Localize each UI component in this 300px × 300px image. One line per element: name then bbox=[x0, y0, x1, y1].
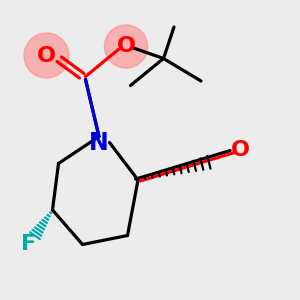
Text: O: O bbox=[37, 46, 56, 65]
Circle shape bbox=[104, 25, 148, 68]
Text: N: N bbox=[89, 130, 109, 154]
Circle shape bbox=[24, 33, 69, 78]
Text: F: F bbox=[21, 235, 36, 254]
Text: O: O bbox=[116, 37, 136, 56]
Text: O: O bbox=[230, 140, 250, 160]
